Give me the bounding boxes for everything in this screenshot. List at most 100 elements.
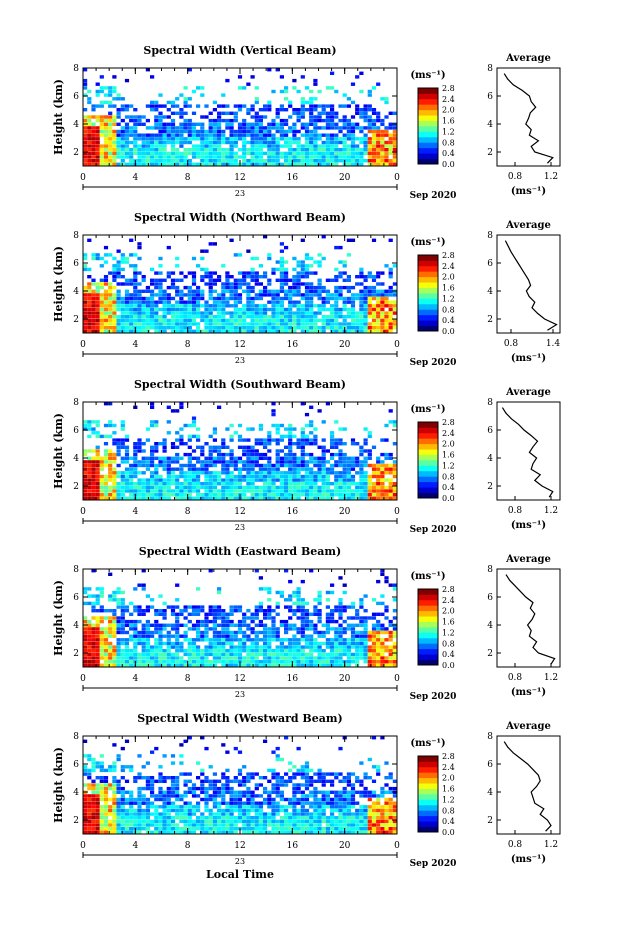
y-tick-label: 6 xyxy=(73,593,79,603)
profile-frame xyxy=(496,234,561,334)
panel-3: Spectral Width (Southward Beam) 2 4 6 8 Heigh… xyxy=(52,378,561,535)
colorbar-segment xyxy=(418,427,438,434)
x-tick-label: 0 xyxy=(394,674,400,684)
profile-x-tick-label: 1.4 xyxy=(546,339,561,349)
colorbar-unit: (ms⁻¹) xyxy=(410,404,445,415)
y-tick-label: 4 xyxy=(73,788,79,798)
colorbar-tick-label: 1.6 xyxy=(442,618,455,627)
profile-y-tick-label: 2 xyxy=(487,649,493,659)
colorbar-segment xyxy=(418,460,438,466)
colorbar: 0.0 0.4 0.8 1.21.6 2.0 2.4 2.8 (ms⁻¹) xyxy=(410,70,454,169)
date-label: Sep 2020 xyxy=(410,859,457,869)
profile-title: Average xyxy=(505,220,551,231)
x-tick-label: 12 xyxy=(234,340,245,350)
colorbar-tick-label: 1.6 xyxy=(442,117,455,126)
colorbar-tick-label: 1.2 xyxy=(442,628,455,637)
colorbar-segment xyxy=(418,766,438,773)
day-label: 23 xyxy=(235,523,245,532)
y-tick-label: 2 xyxy=(73,148,79,158)
profile-frame xyxy=(496,568,561,668)
profile-title: Average xyxy=(505,554,551,565)
colorbar-segment xyxy=(418,98,438,105)
profile-y-tick-label: 6 xyxy=(487,593,493,603)
colorbar-tick-label: 0.0 xyxy=(442,828,455,837)
heatmap-cells xyxy=(83,402,397,500)
colorbar-unit: (ms⁻¹) xyxy=(410,738,445,749)
colorbar-segment xyxy=(418,654,438,660)
profile-line xyxy=(501,407,554,498)
y-axis-label: Height (km) xyxy=(52,747,65,823)
colorbar-segment xyxy=(418,826,438,833)
panel-title: Spectral Width (Northward Beam) xyxy=(134,211,346,224)
day-label: 23 xyxy=(235,189,245,198)
colorbar-segment xyxy=(418,637,438,644)
colorbar-segment xyxy=(418,804,438,811)
colorbar-segment xyxy=(418,594,438,601)
colorbar-segment xyxy=(418,632,438,639)
profile-y-tick-label: 8 xyxy=(487,231,493,241)
colorbar-tick-label: 2.0 xyxy=(442,774,455,783)
x-tick-label: 16 xyxy=(287,841,299,851)
profile-x-tick-label: 0.8 xyxy=(508,172,523,182)
day-label: 23 xyxy=(235,857,245,866)
x-tick-label: 0 xyxy=(80,841,86,851)
x-tick-label: 16 xyxy=(287,507,299,517)
x-tick-label: 12 xyxy=(234,841,245,851)
colorbar-segment xyxy=(418,454,438,461)
x-tick-label: 8 xyxy=(185,841,191,851)
colorbar-segment xyxy=(418,287,438,294)
profile-panel: Average 2 4 6 8 0.8 1.2 (ms⁻¹) xyxy=(487,554,561,698)
date-label: Sep 2020 xyxy=(410,525,457,535)
y-tick-label: 8 xyxy=(73,732,79,742)
colorbar-tick-label: 0.8 xyxy=(442,472,455,481)
date-label: Sep 2020 xyxy=(410,692,457,702)
heatmap-cells xyxy=(83,736,397,834)
x-tick-label: 16 xyxy=(287,340,299,350)
colorbar-tick-label: 2.0 xyxy=(442,106,455,115)
profile-line xyxy=(504,240,558,331)
colorbar-segment xyxy=(418,265,438,272)
colorbar-segment xyxy=(418,314,438,321)
profile-title: Average xyxy=(505,387,551,398)
colorbar-tick-label: 0.4 xyxy=(442,817,455,826)
colorbar-segment xyxy=(418,88,438,94)
panel-title: Spectral Width (Eastward Beam) xyxy=(139,545,341,558)
profile-y-tick-label: 8 xyxy=(487,398,493,408)
heatmap-cells xyxy=(83,68,397,166)
y-axis-label: Height (km) xyxy=(52,580,65,656)
x-tick-label: 20 xyxy=(339,340,351,350)
colorbar-segment xyxy=(418,449,438,455)
y-tick-label: 6 xyxy=(73,92,79,102)
colorbar-segment xyxy=(418,147,438,154)
profile-y-tick-label: 4 xyxy=(487,621,493,631)
colorbar-segment xyxy=(418,104,438,111)
colorbar-frame xyxy=(417,87,439,165)
x-tick-label: 20 xyxy=(339,507,351,517)
colorbar-tick-label: 0.0 xyxy=(442,494,455,503)
x-tick-label: 8 xyxy=(185,507,191,517)
profile-x-tick-label: 0.8 xyxy=(508,840,523,850)
colorbar-tick-label: 2.4 xyxy=(442,596,455,605)
colorbar-tick-label: 2.8 xyxy=(442,251,455,260)
colorbar-frame xyxy=(417,588,439,666)
colorbar-tick-label: 2.8 xyxy=(442,84,455,93)
colorbar-tick-label: 0.0 xyxy=(442,661,455,670)
y-tick-label: 4 xyxy=(73,120,79,130)
heatmap-cells xyxy=(83,569,397,667)
panel-title: Spectral Width (Vertical Beam) xyxy=(143,44,336,57)
x-tick-label: 4 xyxy=(132,340,138,350)
y-tick-label: 2 xyxy=(73,315,79,325)
profile-x-label: (ms⁻¹) xyxy=(511,520,546,531)
colorbar-segment xyxy=(418,126,438,132)
colorbar-segment xyxy=(418,282,438,288)
colorbar-unit: (ms⁻¹) xyxy=(410,237,445,248)
colorbar-tick-label: 2.0 xyxy=(442,273,455,282)
profile-x-tick-label: 1.2 xyxy=(544,673,558,683)
date-label: Sep 2020 xyxy=(410,358,457,368)
profile-panel: Average 2 4 6 8 0.8 1.2 (ms⁻¹) xyxy=(487,721,561,865)
x-tick-label: 0 xyxy=(394,340,400,350)
colorbar-segment xyxy=(418,659,438,666)
profile-x-tick-label: 1.2 xyxy=(544,506,558,516)
y-tick-label: 8 xyxy=(73,64,79,74)
